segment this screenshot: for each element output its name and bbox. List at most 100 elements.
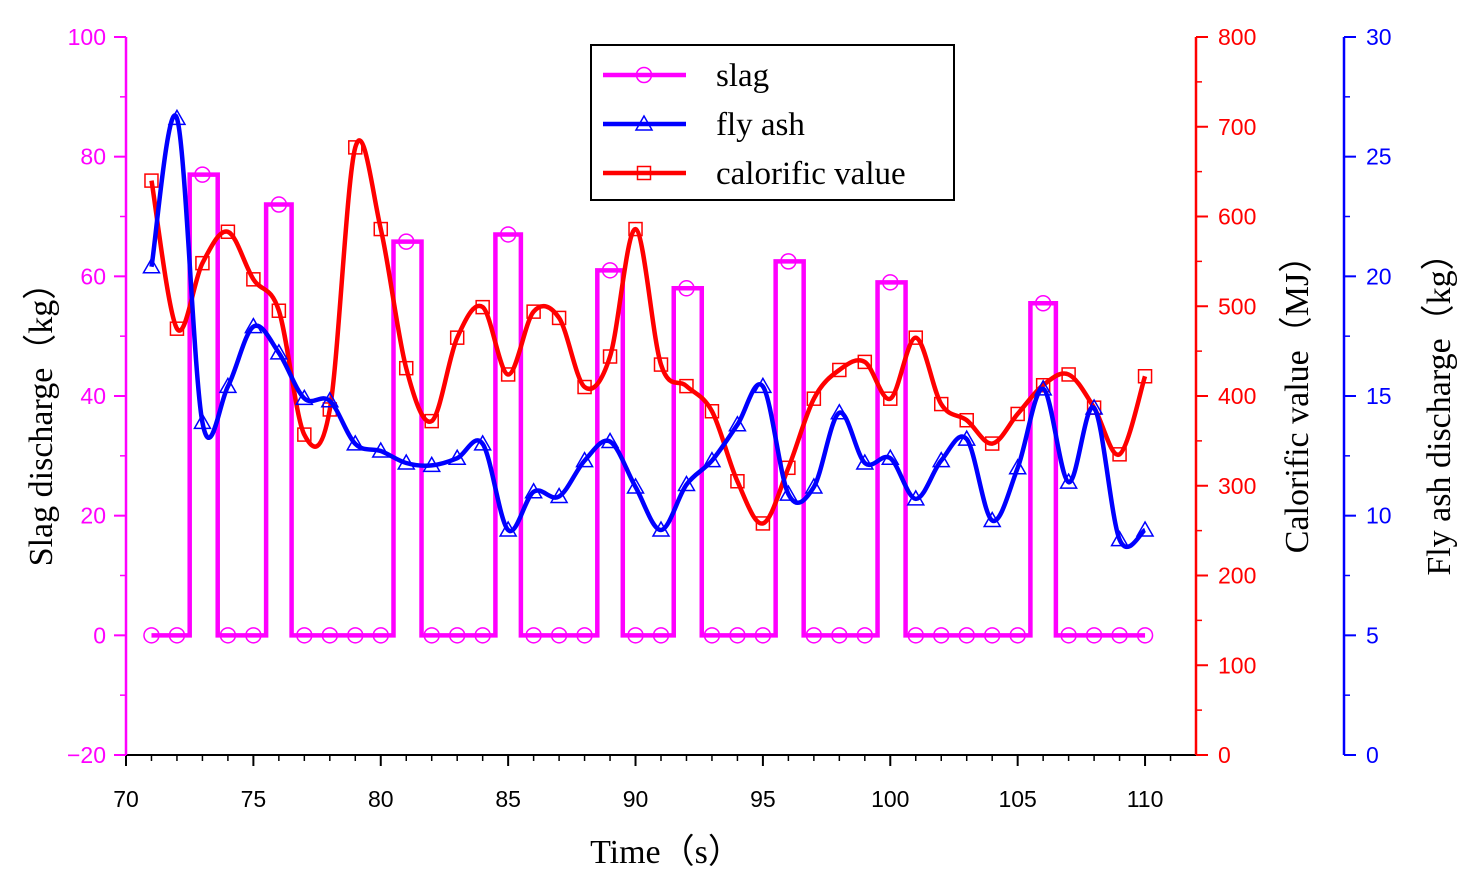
calorific-value-point (857, 354, 873, 370)
slag-point (397, 233, 415, 250)
calorific-value-point (195, 255, 210, 271)
fly-ash-point (855, 453, 875, 470)
slag-point (983, 627, 1001, 644)
slag-point (1085, 627, 1103, 644)
fly-ash-point (779, 484, 798, 501)
y-right1-tick-label: 300 (1218, 473, 1256, 499)
fly-ash-point (1008, 458, 1027, 475)
calorific-value-point (984, 436, 1000, 451)
legend-swatch-marker (635, 66, 653, 84)
fly-ash-point (1135, 520, 1155, 537)
calorific-value-point (1035, 377, 1051, 393)
legend-label: fly ash (716, 107, 805, 143)
calorific-value-point (526, 304, 541, 319)
slag-point (270, 196, 288, 213)
y-left-tick-label: 80 (80, 144, 106, 170)
y-right1-tick-label: 500 (1218, 293, 1256, 319)
y-right2-tick-label: 30 (1366, 24, 1392, 50)
fly-ash-point (396, 453, 416, 470)
calorific-value-point (959, 412, 974, 428)
calorific-value-point (1137, 369, 1153, 384)
fly-ash-point (218, 376, 238, 394)
x-tick-label: 70 (113, 786, 139, 812)
x-tick-label: 75 (241, 786, 267, 812)
fly-ash-point (345, 434, 365, 451)
fly-ash-point (575, 451, 594, 468)
fly-ash-point (957, 429, 977, 446)
slag-point (296, 627, 313, 644)
fly-ash-point (498, 520, 518, 537)
calorific-value-point (933, 396, 949, 412)
slag-point (194, 166, 211, 183)
x-tick-label: 85 (495, 786, 521, 812)
y-left-tick-label: 60 (80, 263, 106, 289)
calorific-value-point (1112, 447, 1127, 462)
fly-ash-point (982, 510, 1002, 528)
calorific-value-point (144, 173, 159, 188)
y-right2-axis-title: Fly ash discharge（kg） (1420, 236, 1458, 575)
fly-ash-point (295, 388, 314, 406)
fly-ash-series-line (149, 113, 1147, 550)
y-left-tick-label: 40 (80, 383, 106, 409)
y-right1-tick-label: 100 (1218, 652, 1256, 678)
slag-point (754, 627, 772, 644)
legend-swatch-marker (636, 165, 652, 181)
y-right2-tick-label: 5 (1366, 622, 1379, 648)
slag-point (805, 627, 823, 644)
fly-ash-point (702, 451, 722, 468)
calorific-value-point (169, 321, 185, 336)
slag-point (499, 226, 517, 243)
slag-point (525, 627, 542, 644)
slag-point (703, 627, 721, 644)
fly-ash-point (320, 391, 340, 408)
slag-point (601, 262, 619, 279)
y-left-tick-label: 0 (93, 622, 106, 648)
calorific-value-point (602, 349, 618, 364)
calorific-value-point (500, 367, 516, 382)
fly-ash-point (549, 487, 569, 504)
calorific-value-point (908, 330, 924, 345)
fly-ash-point (880, 448, 900, 465)
calorific-value-point (704, 404, 720, 419)
calorific-value-series-line (149, 138, 1148, 526)
slag-point (143, 627, 160, 644)
slag-point (856, 627, 874, 644)
slag-point (907, 627, 925, 644)
slag-point (372, 627, 390, 644)
calorific-value-point (730, 474, 745, 489)
x-tick-label: 90 (623, 786, 649, 812)
y-right1-tick-label: 800 (1218, 24, 1256, 50)
slag-point (932, 627, 950, 644)
fly-ash-point (1059, 472, 1078, 489)
calorific-value-point (832, 362, 847, 378)
calorific-value-point (348, 140, 363, 155)
legend-label: slag (716, 58, 769, 94)
fly-ash-point (677, 475, 696, 492)
fly-ash-point (906, 489, 926, 506)
fly-ash-point (524, 482, 543, 499)
slag-point (245, 627, 262, 644)
y-right1-tick-label: 400 (1218, 383, 1256, 409)
slag-point (321, 627, 339, 644)
fly-ash-point (371, 441, 391, 458)
slag-point (831, 627, 848, 644)
calorific-value-point (883, 391, 898, 406)
calorific-value-point (271, 303, 287, 318)
fly-ash-point (600, 431, 620, 449)
fly-ash-point (447, 448, 467, 465)
fly-ash-point (804, 477, 824, 494)
slag-point (1009, 627, 1026, 644)
slag-point (347, 627, 364, 644)
y-right2-tick-label: 0 (1366, 742, 1379, 768)
slag-point (780, 253, 797, 270)
x-tick-label: 80 (368, 786, 394, 812)
calorific-value-point (577, 379, 592, 395)
fly-ash-point (422, 455, 442, 473)
slag-point (1034, 295, 1052, 312)
slag-point (474, 627, 491, 644)
fly-ash-point (473, 434, 492, 451)
slag-point (423, 627, 440, 644)
y-left-tick-label: −20 (67, 742, 106, 768)
